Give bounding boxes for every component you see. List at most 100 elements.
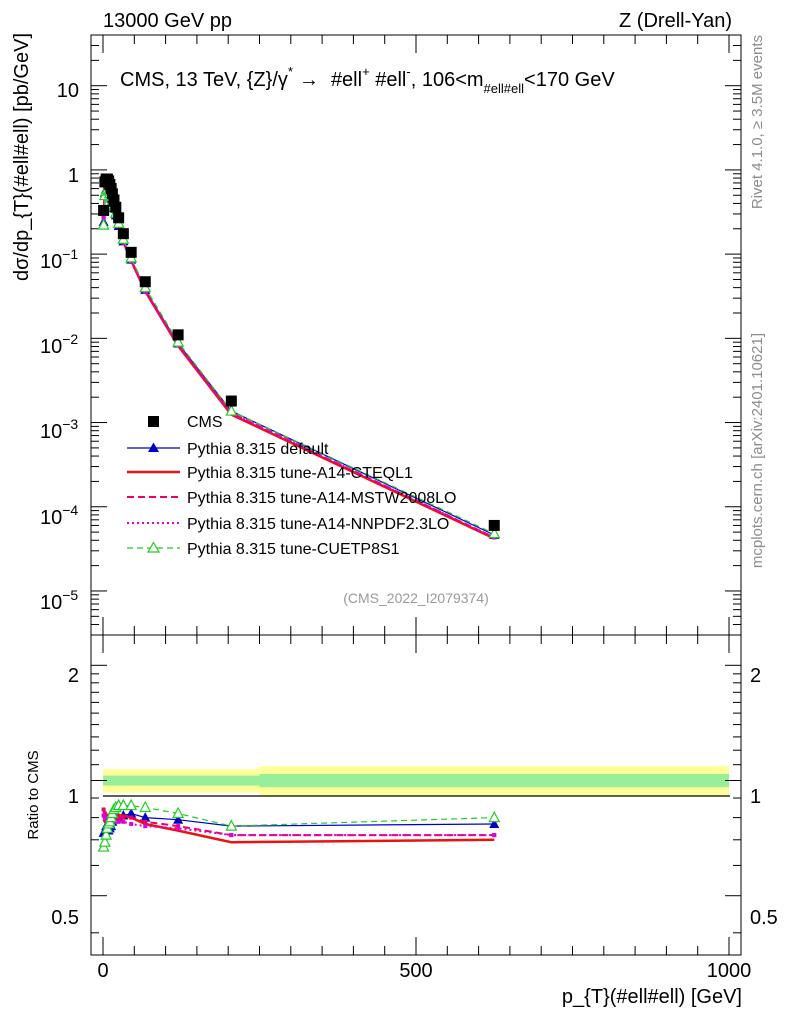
series-3-ratio-point [104, 817, 109, 822]
cms-data-point [488, 519, 500, 531]
cms-data-point [98, 204, 110, 216]
series-3-ratio-point [229, 833, 234, 838]
series-4-ratio-point [117, 798, 130, 811]
ratio-series-group [97, 798, 501, 852]
cms-data-point [117, 228, 129, 240]
series-2-ratio-point [176, 824, 181, 829]
axis-ticks [91, 34, 741, 955]
legend-label: CMS [187, 414, 223, 431]
band-inner [103, 774, 729, 788]
series-0-main-line [103, 188, 495, 536]
cms-data-point [225, 395, 237, 407]
ratio-ytick-label-right: 2 [750, 665, 761, 687]
series-4-ratio-line [103, 804, 495, 848]
series-4-main-point [97, 218, 110, 230]
main-ytick-label: 10−4 [40, 502, 78, 529]
legend-entry-default: Pythia 8.315 default [127, 441, 329, 458]
series-3-main-point [101, 216, 106, 221]
cms-data-point [139, 276, 151, 288]
series-4-ratio-point [100, 828, 113, 840]
main-ytick-label: 10−5 [40, 587, 78, 614]
x-axis-title: p_{T}(#ell#ell) [GeV] [562, 986, 742, 1008]
series-0-ratio-point [173, 814, 184, 824]
series-2-ratio-line [102, 809, 495, 837]
series-4-ratio-point [98, 835, 111, 847]
series-3-ratio-point [102, 815, 107, 820]
series-3-ratio-point [121, 819, 126, 824]
series-4-main-point [172, 335, 185, 347]
series-3-ratio-point [143, 824, 148, 829]
series-2-ratio-point [129, 815, 134, 820]
series-4-ratio-point [139, 800, 152, 813]
series-3-ratio-point [116, 819, 121, 824]
legend-entry-cms: CMS [148, 414, 223, 431]
legend-entry-mstw: Pythia 8.315 tune-A14-MSTW2008LO [127, 490, 456, 507]
series-1-main-line [102, 187, 495, 540]
legend-entry-cteql1: Pythia 8.315 tune-A14-CTEQL1 [127, 465, 413, 482]
ratio-ytick-label-right: 0.5 [750, 907, 778, 929]
series-2-ratio-point [101, 807, 106, 812]
x-tick-labels: 0 500 1000 [97, 960, 751, 982]
analysis-watermark: (CMS_2022_I2079374) [343, 590, 489, 606]
main-ytick-label: 10−3 [40, 416, 78, 443]
series-3-ratio-point [176, 826, 181, 831]
cms-data-point [110, 201, 122, 213]
series-0-ratio-point [126, 807, 137, 818]
series-4-main-point [225, 404, 238, 416]
series-2-ratio-point [102, 811, 107, 816]
plot-title: CMS, 13 TeV, {Z}/γ* → #ell+ #ell-, 106<m#e… [120, 64, 615, 96]
ratio-axis-title: Ratio to CMS [25, 750, 42, 839]
main-ytick-label: 1 [68, 165, 79, 187]
mcplots-label: mcplots.cern.ch [arXiv:2401.10621] [749, 333, 766, 568]
legend-label: Pythia 8.315 tune-CUETP8S1 [187, 541, 400, 558]
series-4-ratio-point [488, 810, 501, 823]
ratio-ytick-label: 1 [68, 786, 79, 808]
series-2-ratio-point [116, 815, 121, 820]
ratio-ytick-label-right: 1 [750, 786, 761, 808]
series-2-ratio-point [121, 815, 126, 820]
legend-entry-nnpdf: Pythia 8.315 tune-A14-NNPDF2.3LO [127, 516, 449, 533]
legend-marker-cuetp8s1 [146, 541, 161, 553]
main-series-group [97, 182, 501, 540]
series-4-ratio-point [172, 806, 185, 819]
cms-data-point [106, 188, 118, 200]
series-3-main-line [102, 186, 495, 539]
series-0-ratio-point [140, 812, 151, 822]
header-left: 13000 GeV pp [103, 10, 232, 32]
main-ytick-label: 10 [57, 80, 79, 102]
series-2-ratio-point [143, 819, 148, 824]
xtick-label: 500 [399, 960, 432, 982]
ratio-ytick-label: 2 [68, 665, 79, 687]
legend-label: Pythia 8.315 tune-A14-NNPDF2.3LO [187, 516, 449, 533]
rivet-label: Rivet 4.1.0, ≥ 3.5M events [749, 35, 766, 209]
cms-data-point [125, 246, 137, 258]
main-y-tick-labels: 10 1 10−1 10−2 10−3 10−4 10−5 [40, 80, 79, 614]
header-right: Z (Drell-Yan) [619, 10, 732, 32]
series-4-main-point [488, 526, 501, 539]
series-3-ratio-point [101, 813, 106, 818]
ratio-y-tick-labels: 2 1 0.5 2 1 0.5 [51, 665, 778, 929]
legend-marker-default [148, 442, 159, 452]
main-ytick-label: 10−2 [40, 331, 78, 358]
series-4-ratio-point [225, 819, 238, 831]
cms-data-point [172, 329, 184, 341]
xtick-label: 0 [97, 960, 108, 982]
xtick-label: 1000 [707, 960, 752, 982]
cms-data-point [108, 194, 120, 206]
series-3-ratio-point [492, 833, 497, 838]
legend-entry-cuetp8s1: Pythia 8.315 tune-CUETP8S1 [127, 541, 400, 558]
series-3-ratio-point [129, 821, 134, 826]
y-axis-title: dσ/dp_{T}(#ell#ell) [pb/GeV] [11, 33, 33, 281]
legend-label: Pythia 8.315 default [187, 441, 329, 458]
legend-label: Pythia 8.315 tune-A14-CTEQL1 [187, 465, 413, 482]
series-2-ratio-point [104, 813, 109, 818]
legend: CMS Pythia 8.315 default Pythia 8.315 tu… [127, 414, 456, 558]
ratio-uncertainty-band [103, 766, 730, 797]
series-0-ratio-point [489, 818, 500, 828]
cms-data-point [113, 212, 125, 224]
legend-marker-cms [148, 416, 159, 427]
series-2-main-line [102, 185, 495, 539]
ratio-ytick-label: 0.5 [51, 907, 79, 929]
main-ytick-label: 10−1 [40, 246, 78, 273]
